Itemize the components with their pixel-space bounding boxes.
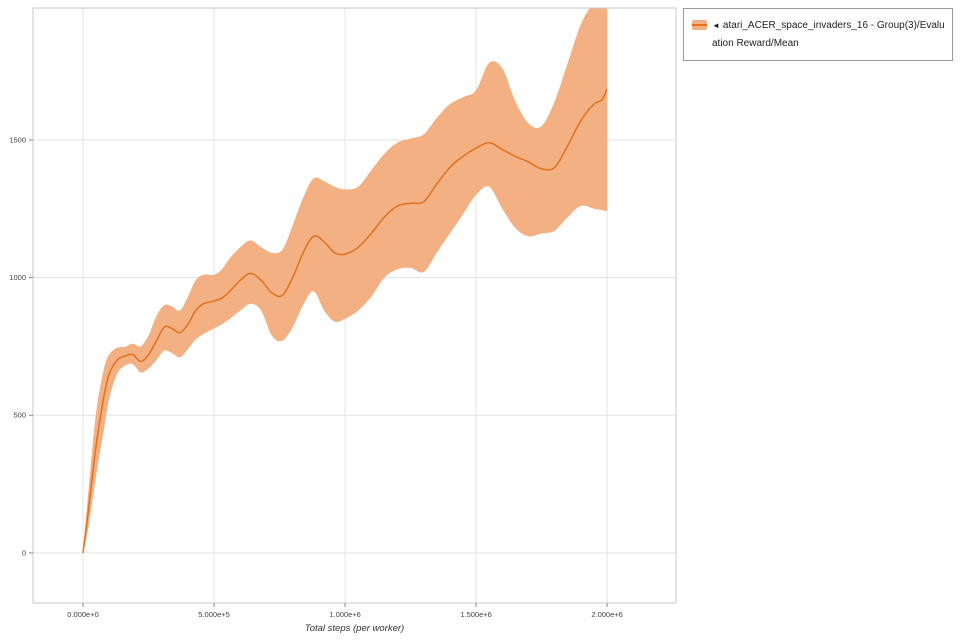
y-tick-label: 1000 [9,273,26,282]
series-marker-icon[interactable] [692,20,707,30]
x-tick-label: 5.000e+5 [198,610,230,619]
y-tick-label: 0 [22,548,26,557]
plot-border [32,7,677,604]
legend-series-label[interactable]: atari_ACER_space_invaders_16 - Group(3)/… [712,20,945,49]
x-tick-label: 2.000e+6 [591,610,623,619]
x-axis-label: Total steps (per worker) [304,623,405,634]
series-marker-line-icon [692,24,707,26]
legend: ◄ atari_ACER_space_invaders_16 - Group(3)… [683,8,953,61]
y-tick-label: 500 [13,411,26,420]
confidence-band [83,8,608,553]
mean-line [82,88,608,553]
legend-collapse-icon[interactable]: ◄ [712,21,720,30]
legend-entry: ◄ atari_ACER_space_invaders_16 - Group(3)… [712,17,946,52]
x-tick-label: 1.500e+6 [460,610,492,619]
x-tick-label: 1.000e+6 [329,610,361,619]
y-tick-label: 1500 [9,135,26,144]
x-tick-label: 0.000e+0 [67,610,99,619]
